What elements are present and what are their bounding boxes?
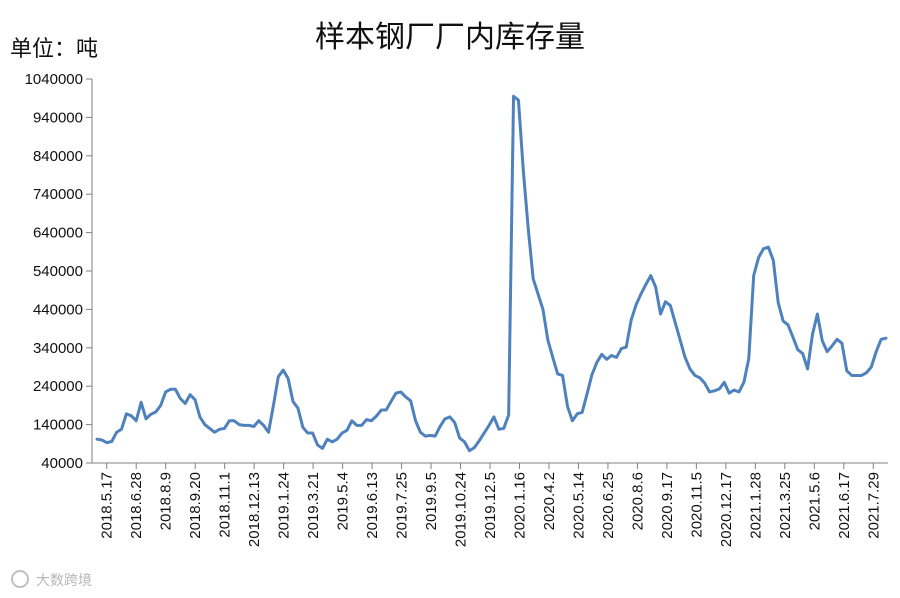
unit-label: 单位：吨 — [10, 37, 98, 62]
x-tick-label: 2020.1.16 — [511, 472, 528, 539]
y-tick-label: 440000 — [33, 301, 83, 318]
watermark-text: 大数跨境 — [36, 573, 92, 589]
x-tick-label: 2020.8.6 — [629, 472, 646, 530]
x-tick-label: 2019.6.13 — [364, 472, 381, 539]
y-tick-label: 740000 — [33, 186, 83, 203]
y-tick-label: 640000 — [33, 225, 83, 242]
y-tick-label: 340000 — [33, 340, 83, 357]
x-axis: 2018.5.17 2018.6.28 2018.8.9 2018.9.20 2018.… — [92, 462, 888, 547]
y-tick-label: 140000 — [33, 417, 83, 434]
x-tick-label: 2019.10.24 — [453, 472, 470, 547]
y-tick-label: 40000 — [41, 455, 83, 472]
x-tick-label: 2018.9.20 — [187, 472, 204, 539]
x-tick-label: 2018.11.1 — [217, 472, 234, 538]
x-tick-label: 2021.5.6 — [806, 472, 823, 530]
watermark-logo-icon — [11, 570, 29, 588]
x-tick-label: 2020.12.17 — [718, 472, 735, 547]
chart-title: 样本钢厂厂内库存量 — [315, 20, 585, 55]
y-tick-label: 540000 — [33, 263, 83, 280]
x-tick-label: 2019.7.25 — [394, 472, 411, 539]
x-tick-label: 2018.6.28 — [128, 472, 145, 539]
y-tick-label: 940000 — [33, 109, 83, 126]
x-tick-label: 2019.12.5 — [482, 472, 499, 539]
x-tick-label: 2018.8.9 — [158, 472, 175, 530]
watermark: 大数跨境 — [11, 570, 92, 589]
x-tick-label: 2020.5.14 — [570, 472, 587, 539]
x-tick-label: 2020.11.5 — [688, 472, 705, 538]
x-tick-label: 2020.9.17 — [659, 472, 676, 539]
series-line-group — [95, 94, 888, 453]
x-tick-label: 2020.6.25 — [600, 472, 617, 539]
x-tick-label: 2019.5.4 — [335, 472, 352, 530]
series-line — [95, 94, 888, 453]
x-tick-label: 2020.4.2 — [541, 472, 558, 530]
x-tick-label: 2021.6.17 — [836, 472, 853, 539]
x-tick-label: 2019.1.24 — [276, 472, 293, 539]
x-tick-label: 2021.3.25 — [777, 472, 794, 539]
y-axis: 40000 140000 240000 340000 440000 540000 64000… — [25, 71, 93, 472]
x-tick-label: 2021.1.28 — [747, 472, 764, 539]
x-tick-label: 2019.3.21 — [305, 472, 322, 539]
y-tick-label: 840000 — [33, 148, 83, 165]
x-tick-label: 2019.9.5 — [423, 472, 440, 530]
y-tick-label: 240000 — [33, 378, 83, 395]
x-tick-label: 2021.7.29 — [865, 472, 882, 539]
x-tick-label: 2018.12.13 — [246, 472, 263, 547]
y-tick-label: 1040000 — [25, 71, 83, 88]
x-tick-label: 2018.5.17 — [99, 472, 116, 539]
